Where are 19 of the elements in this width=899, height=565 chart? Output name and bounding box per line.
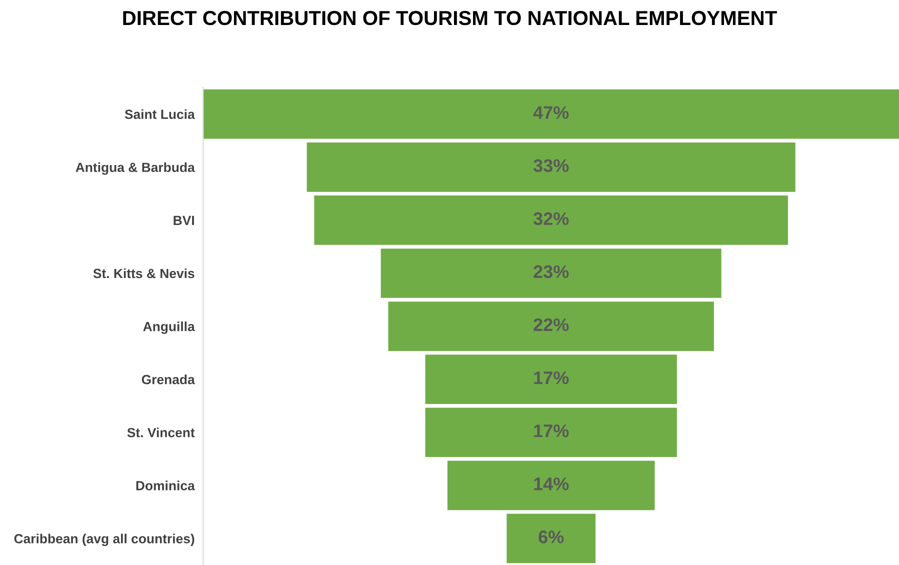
data-label: 14% bbox=[534, 478, 569, 490]
category-label: Saint Lucia bbox=[124, 109, 195, 120]
category-label: Grenada bbox=[142, 374, 195, 384]
category-label: St. Kitts & Nevis bbox=[93, 268, 194, 278]
data-label: 22% bbox=[534, 318, 569, 332]
data-label: 6% bbox=[538, 530, 564, 544]
category-label: Anguilla bbox=[143, 322, 195, 334]
category-label: Antigua & Barbuda bbox=[76, 162, 195, 175]
text: DIRECT CONTRIBUTION OF TOURISM TO NATIONAL EMPLOYMENT bbox=[123, 10, 777, 26]
category-label: St. Vincent bbox=[127, 428, 195, 438]
data-label: 23% bbox=[534, 265, 569, 278]
category-label: Caribbean (avg all countries) bbox=[14, 534, 194, 546]
category-label: Dominica bbox=[136, 480, 195, 490]
category-label: BVI bbox=[174, 216, 194, 225]
data-label: 32% bbox=[533, 212, 569, 226]
data-label: 17% bbox=[534, 424, 569, 438]
data-label: 33% bbox=[533, 159, 569, 172]
data-label: 47% bbox=[533, 106, 569, 119]
data-label: 17% bbox=[534, 371, 569, 384]
